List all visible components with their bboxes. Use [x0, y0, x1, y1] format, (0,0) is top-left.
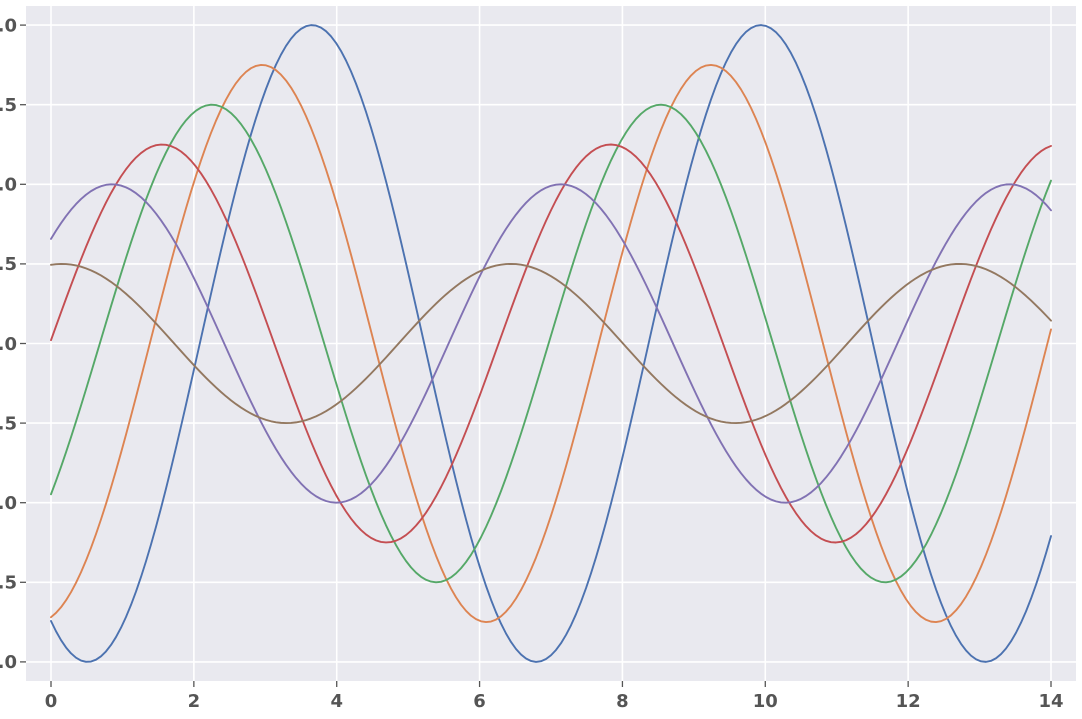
line-chart: 0 2 4 6 8 10 12 14 -2.0 -1.5 -1.0 -0.5 0.0 0.5 1.0 1.5 2… — [0, 0, 1082, 719]
x-tick-label: 0 — [45, 691, 58, 712]
y-tick-label: 0.0 — [0, 334, 17, 355]
y-tick-label: -1.5 — [0, 573, 17, 594]
y-tick-label: -2.0 — [0, 652, 17, 673]
y-tick-label: -1.0 — [0, 493, 17, 514]
y-tick-label: 2.0 — [0, 15, 17, 36]
y-tick-label: 1.5 — [0, 95, 17, 116]
chart-svg: 0 2 4 6 8 10 12 14 -2.0 -1.5 -1.0 -0.5 0.0 0.5 1.0 1.5 2… — [0, 0, 1082, 719]
x-tick-label: 12 — [896, 691, 921, 712]
x-tick-label: 14 — [1038, 691, 1063, 712]
x-tick-label: 6 — [473, 691, 486, 712]
y-tick-label: 1.0 — [0, 175, 17, 196]
x-tick-label: 8 — [616, 691, 629, 712]
y-tick-label: 0.5 — [0, 254, 17, 275]
x-tick-label: 10 — [753, 691, 778, 712]
x-tick-label: 4 — [330, 691, 343, 712]
x-tick-label: 2 — [188, 691, 201, 712]
y-tick-label: -0.5 — [0, 413, 17, 434]
